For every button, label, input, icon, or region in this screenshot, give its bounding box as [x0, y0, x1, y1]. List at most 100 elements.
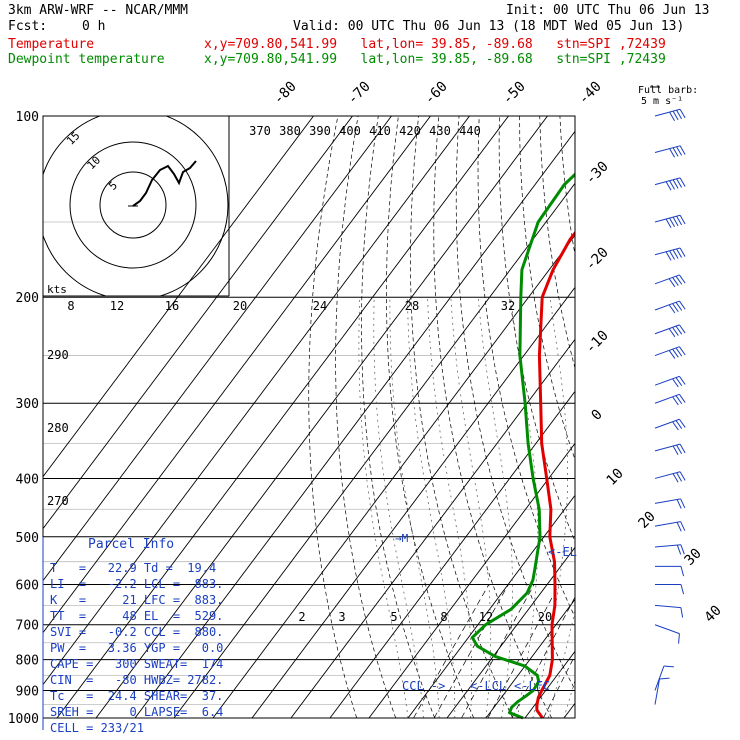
dry-adiabat-label: 270	[47, 494, 69, 508]
parcel-arrow-marker: →M	[395, 532, 409, 545]
isotherm-label: -80	[271, 79, 300, 108]
parcel-info-row: TT = 48 EL = 529.	[50, 609, 224, 623]
theta-label: 420	[399, 124, 421, 138]
isotherm-label: 30	[682, 546, 705, 569]
barb-shaft	[654, 324, 680, 335]
temperature-location: x,y=709.80,541.99 lat,lon= 39.85, -89.68…	[204, 37, 666, 52]
barb-legend-units: 5 m s⁻¹	[641, 96, 683, 107]
dewpoint-legend-label: Dewpoint temperature	[8, 52, 165, 67]
moist-adiabat-line	[450, 297, 492, 719]
barb-feather	[675, 275, 683, 285]
isotherm-line	[95, 116, 548, 719]
barb-feather	[676, 178, 683, 188]
dry-adiabat-line	[539, 116, 575, 370]
moist-adiabat-line	[427, 297, 472, 719]
wind-barb	[654, 393, 686, 406]
isotherm-line	[56, 116, 509, 719]
dry-adiabat-line	[621, 116, 740, 718]
barb-feather	[659, 677, 670, 680]
barb-feather	[675, 395, 683, 405]
barb-shaft	[654, 274, 680, 285]
barb-feather	[672, 421, 679, 431]
barb-feather	[672, 179, 679, 189]
isotherm-label: -50	[500, 79, 529, 108]
isotherm-label: 20	[636, 509, 659, 532]
isotherm-line	[43, 116, 314, 478]
mixing-ratio-line	[543, 654, 575, 719]
dry-adiabat-line	[559, 116, 575, 257]
isotherm-line	[407, 494, 575, 719]
barb-feather	[668, 278, 676, 288]
mixing-ratio-label: 20	[538, 610, 552, 624]
wind-barb	[654, 443, 686, 455]
dry-adiabat-line	[433, 116, 553, 719]
isotherm-line	[290, 338, 575, 719]
barb-shaft	[654, 247, 681, 256]
dewpoint-trace	[470, 172, 575, 720]
wind-barb	[654, 544, 685, 555]
level-marker-label: <-LCL	[470, 679, 506, 693]
barb-shaft	[654, 665, 665, 691]
barb-shaft	[654, 300, 680, 311]
barb-feather	[669, 180, 675, 190]
parcel-info-panel: Parcel Info T = 22.9 Td = 19.4 LI = -2.2…	[44, 537, 229, 735]
barb-shaft	[654, 375, 680, 386]
dewpoint-location: x,y=709.80,541.99 lat,lon= 39.85, -89.68…	[204, 52, 666, 67]
isotherm-line	[43, 116, 353, 530]
dry-adiabat-line	[455, 116, 575, 691]
pressure-label: 900	[16, 684, 39, 699]
barb-feather	[679, 418, 686, 428]
barb-feather	[672, 445, 679, 455]
theta-label: 440	[459, 124, 481, 138]
valid-time: Valid: 00 UTC Thu 06 Jun 13 (18 MDT Wed …	[293, 19, 685, 34]
dry-adiabat-label: 280	[47, 421, 69, 435]
dry-adiabat-line	[308, 116, 358, 719]
pressure-label: 700	[16, 619, 39, 634]
forecast-label: Fcst:	[8, 19, 48, 34]
pressure-label: 300	[16, 397, 39, 412]
barb-shaft	[654, 471, 681, 479]
wind-barb	[654, 604, 684, 618]
barb-feather	[679, 300, 686, 310]
barb-feather	[680, 498, 686, 509]
isotherm-line	[43, 116, 470, 686]
barb-feather	[672, 303, 679, 313]
parcel-info-row: CIN = -80 HWBZ= 2782.	[50, 673, 224, 687]
barb-feather	[672, 378, 679, 388]
mixing-ratio-label: 28	[405, 299, 419, 313]
barb-feather	[669, 111, 675, 122]
barb-feather	[680, 544, 685, 555]
isotherm-line	[43, 116, 431, 634]
level-marker: <-EL	[548, 545, 577, 559]
isotherm-line	[563, 702, 575, 719]
dry-adiabat-line	[701, 116, 740, 718]
dry-adiabat-line	[661, 116, 740, 718]
barb-feather	[679, 443, 686, 454]
isotherm-line	[43, 116, 392, 582]
barb-feather	[680, 521, 686, 531]
barb-feather	[679, 324, 686, 334]
moist-adiabat-line	[477, 297, 513, 719]
barb-feather	[665, 218, 672, 228]
moist-adiabat-line	[373, 297, 424, 719]
moist-adiabat-line	[407, 297, 456, 718]
barb-shaft	[654, 604, 681, 609]
barb-feather	[676, 215, 683, 226]
dry-adiabat-line	[519, 116, 575, 461]
pressure-label: 400	[16, 472, 39, 487]
barb-feather	[679, 274, 686, 284]
mixing-ratio-line	[487, 584, 560, 719]
isotherm-label: -10	[583, 328, 612, 357]
hodograph-units: kts	[47, 283, 67, 296]
pressure-label: 800	[16, 654, 39, 669]
forecast-hour: 0 h	[82, 19, 106, 34]
barb-shaft	[654, 145, 681, 154]
moist-adiabat-line	[563, 679, 575, 719]
mixing-ratio-line	[461, 584, 535, 719]
dry-adiabat-line	[410, 116, 514, 719]
wind-barb	[654, 145, 686, 158]
barb-shaft	[654, 624, 680, 635]
parcel-info-row: T = 22.9 Td = 19.4	[50, 561, 217, 575]
isotherm-label: 0	[589, 407, 606, 424]
